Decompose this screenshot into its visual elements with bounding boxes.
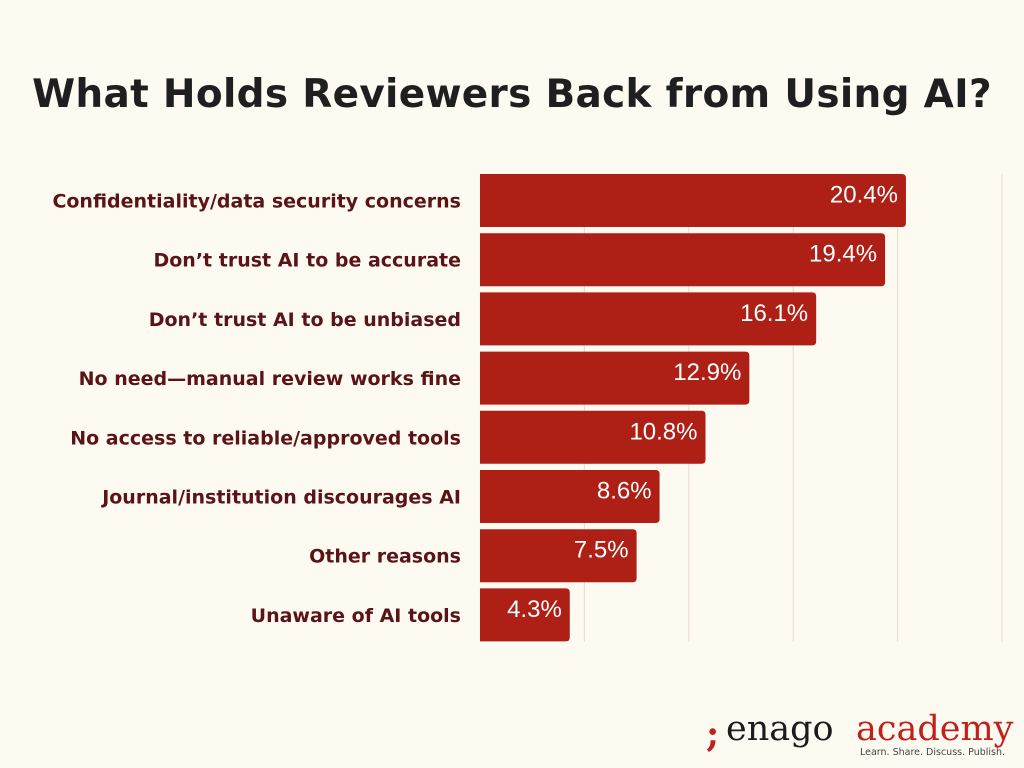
logo-tagline: Learn. Share. Discuss. Publish. <box>860 747 1006 758</box>
category-label-8: Unaware of AI tools <box>251 605 461 627</box>
category-labels: Confidentiality/data security concerns Do… <box>52 191 461 627</box>
category-label-6: Journal/institution discourages AI <box>100 487 461 509</box>
logo-brand: enago <box>726 709 834 749</box>
value-label-5: 10.8% <box>629 418 697 445</box>
bar-chart: Confidentiality/data security concerns Do… <box>52 174 1003 642</box>
category-label-4: No need—manual review works fine <box>79 368 461 390</box>
category-label-3: Don’t trust AI to be unbiased <box>149 309 461 331</box>
value-label-3: 16.1% <box>740 300 808 327</box>
value-label-7: 7.5% <box>574 537 629 564</box>
bar-1 <box>480 174 906 227</box>
value-label-2: 19.4% <box>809 241 877 268</box>
bar-3 <box>480 292 817 346</box>
value-label-8: 4.3% <box>507 596 562 623</box>
value-label-1: 20.4% <box>830 182 898 209</box>
bar-2 <box>480 233 886 287</box>
enago-academy-logo: ; enago academy Learn. Share. Discuss. P… <box>706 709 1014 760</box>
value-label-6: 8.6% <box>597 478 652 505</box>
bar-5 <box>480 410 706 464</box>
category-label-7: Other reasons <box>309 546 461 568</box>
value-labels: 20.4% 19.4% 16.1% 12.9% 10.8% 8.6% 7.5% 4.3% <box>507 182 898 623</box>
category-label-1: Confidentiality/data security concerns <box>52 191 461 213</box>
bars <box>480 174 906 642</box>
category-label-2: Don’t trust AI to be accurate <box>153 250 461 272</box>
logo-product: academy <box>856 709 1014 749</box>
chart-title: What Holds Reviewers Back from Using AI? <box>32 72 992 117</box>
bar-8 <box>480 588 570 642</box>
category-label-5: No access to reliable/approved tools <box>70 427 461 449</box>
value-label-4: 12.9% <box>673 359 741 386</box>
bar-7 <box>480 529 637 583</box>
bar-4 <box>480 351 750 405</box>
bar-6 <box>480 470 660 523</box>
logo-mark: ; <box>706 713 720 755</box>
